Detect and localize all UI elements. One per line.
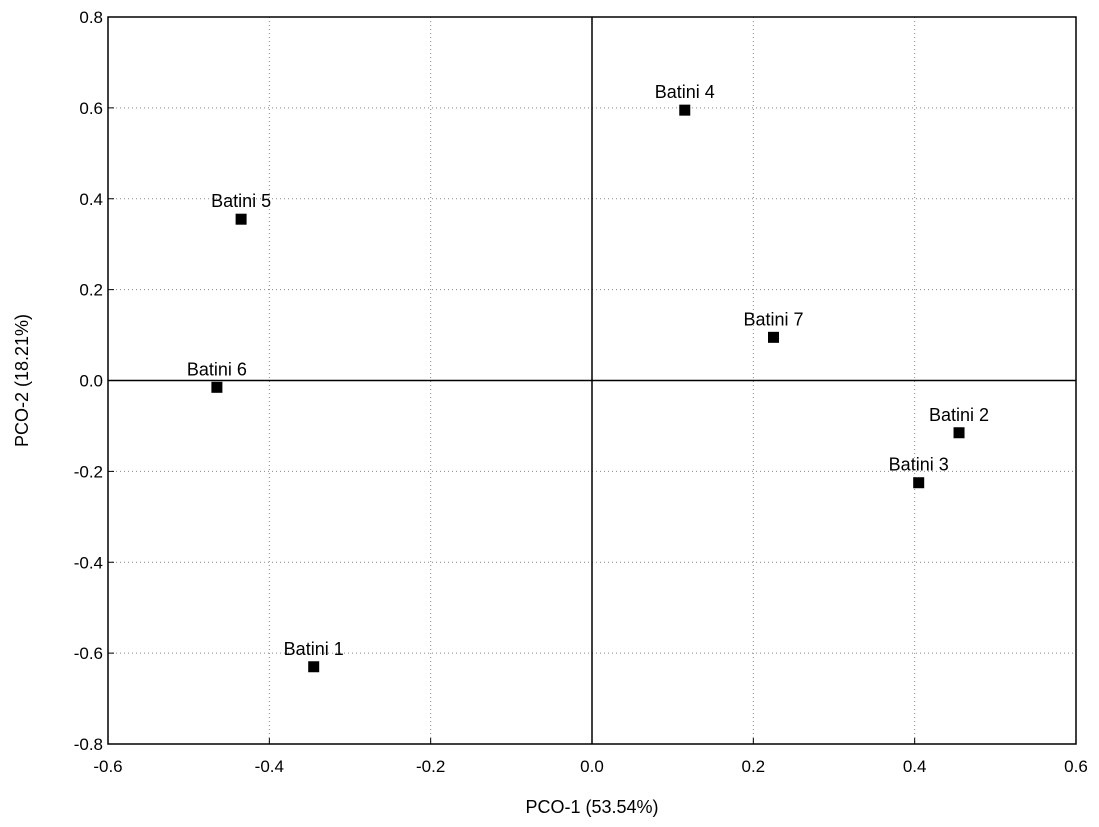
y-tick-label: -0.8 bbox=[74, 735, 103, 754]
x-tick-label: -0.6 bbox=[93, 757, 122, 776]
point-marker bbox=[913, 477, 925, 489]
point-label: Batini 6 bbox=[187, 359, 247, 379]
x-tick-label: -0.2 bbox=[416, 757, 445, 776]
point-marker bbox=[768, 331, 779, 343]
y-tick-label: -0.2 bbox=[74, 462, 103, 481]
data-point: Batini 5 bbox=[211, 191, 271, 225]
x-tick-label: 0.0 bbox=[580, 757, 604, 776]
point-label: Batini 5 bbox=[211, 191, 271, 211]
data-point: Batini 6 bbox=[187, 359, 247, 393]
point-label: Batini 2 bbox=[929, 405, 989, 425]
data-points: Batini 1 Batini 2 Batini 3 Batini 4 Batini 5… bbox=[187, 82, 989, 673]
data-point: Batini 7 bbox=[743, 309, 804, 343]
x-tick-label: 0.6 bbox=[1064, 757, 1088, 776]
axis-ticks: -0.6 -0.4 -0.2 0.0 0.2 0.4 0.6 -0.8 -0.6 -0.4 -0.2… bbox=[74, 8, 1088, 776]
point-marker bbox=[211, 381, 223, 393]
zero-axis-lines bbox=[108, 17, 1076, 744]
data-point: Batini 3 bbox=[889, 455, 949, 489]
data-point: Batini 4 bbox=[655, 82, 715, 116]
point-label: Batini 4 bbox=[655, 82, 715, 102]
point-marker bbox=[679, 104, 691, 116]
point-marker bbox=[235, 213, 247, 225]
x-tick-label: 0.4 bbox=[903, 757, 927, 776]
y-tick-label: 0.0 bbox=[79, 372, 103, 391]
x-axis-title: PCO-1 (53.54%) bbox=[525, 797, 658, 817]
x-tick-label: -0.4 bbox=[255, 757, 284, 776]
y-axis-title: PCO-2 (18.21%) bbox=[12, 314, 32, 447]
point-label: Batini 7 bbox=[743, 309, 803, 329]
point-marker bbox=[308, 661, 320, 673]
point-label: Batini 1 bbox=[284, 639, 344, 659]
point-label: Batini 3 bbox=[889, 455, 949, 475]
data-point: Batini 2 bbox=[929, 405, 989, 439]
data-point: Batini 1 bbox=[284, 639, 344, 673]
y-tick-label: 0.8 bbox=[79, 8, 103, 27]
y-tick-label: -0.6 bbox=[74, 644, 103, 663]
point-marker bbox=[953, 427, 965, 439]
y-tick-label: -0.4 bbox=[74, 553, 103, 572]
y-tick-label: 0.6 bbox=[79, 99, 103, 118]
x-tick-label: 0.2 bbox=[742, 757, 766, 776]
y-tick-label: 0.4 bbox=[79, 190, 103, 209]
y-tick-label: 0.2 bbox=[79, 281, 103, 300]
